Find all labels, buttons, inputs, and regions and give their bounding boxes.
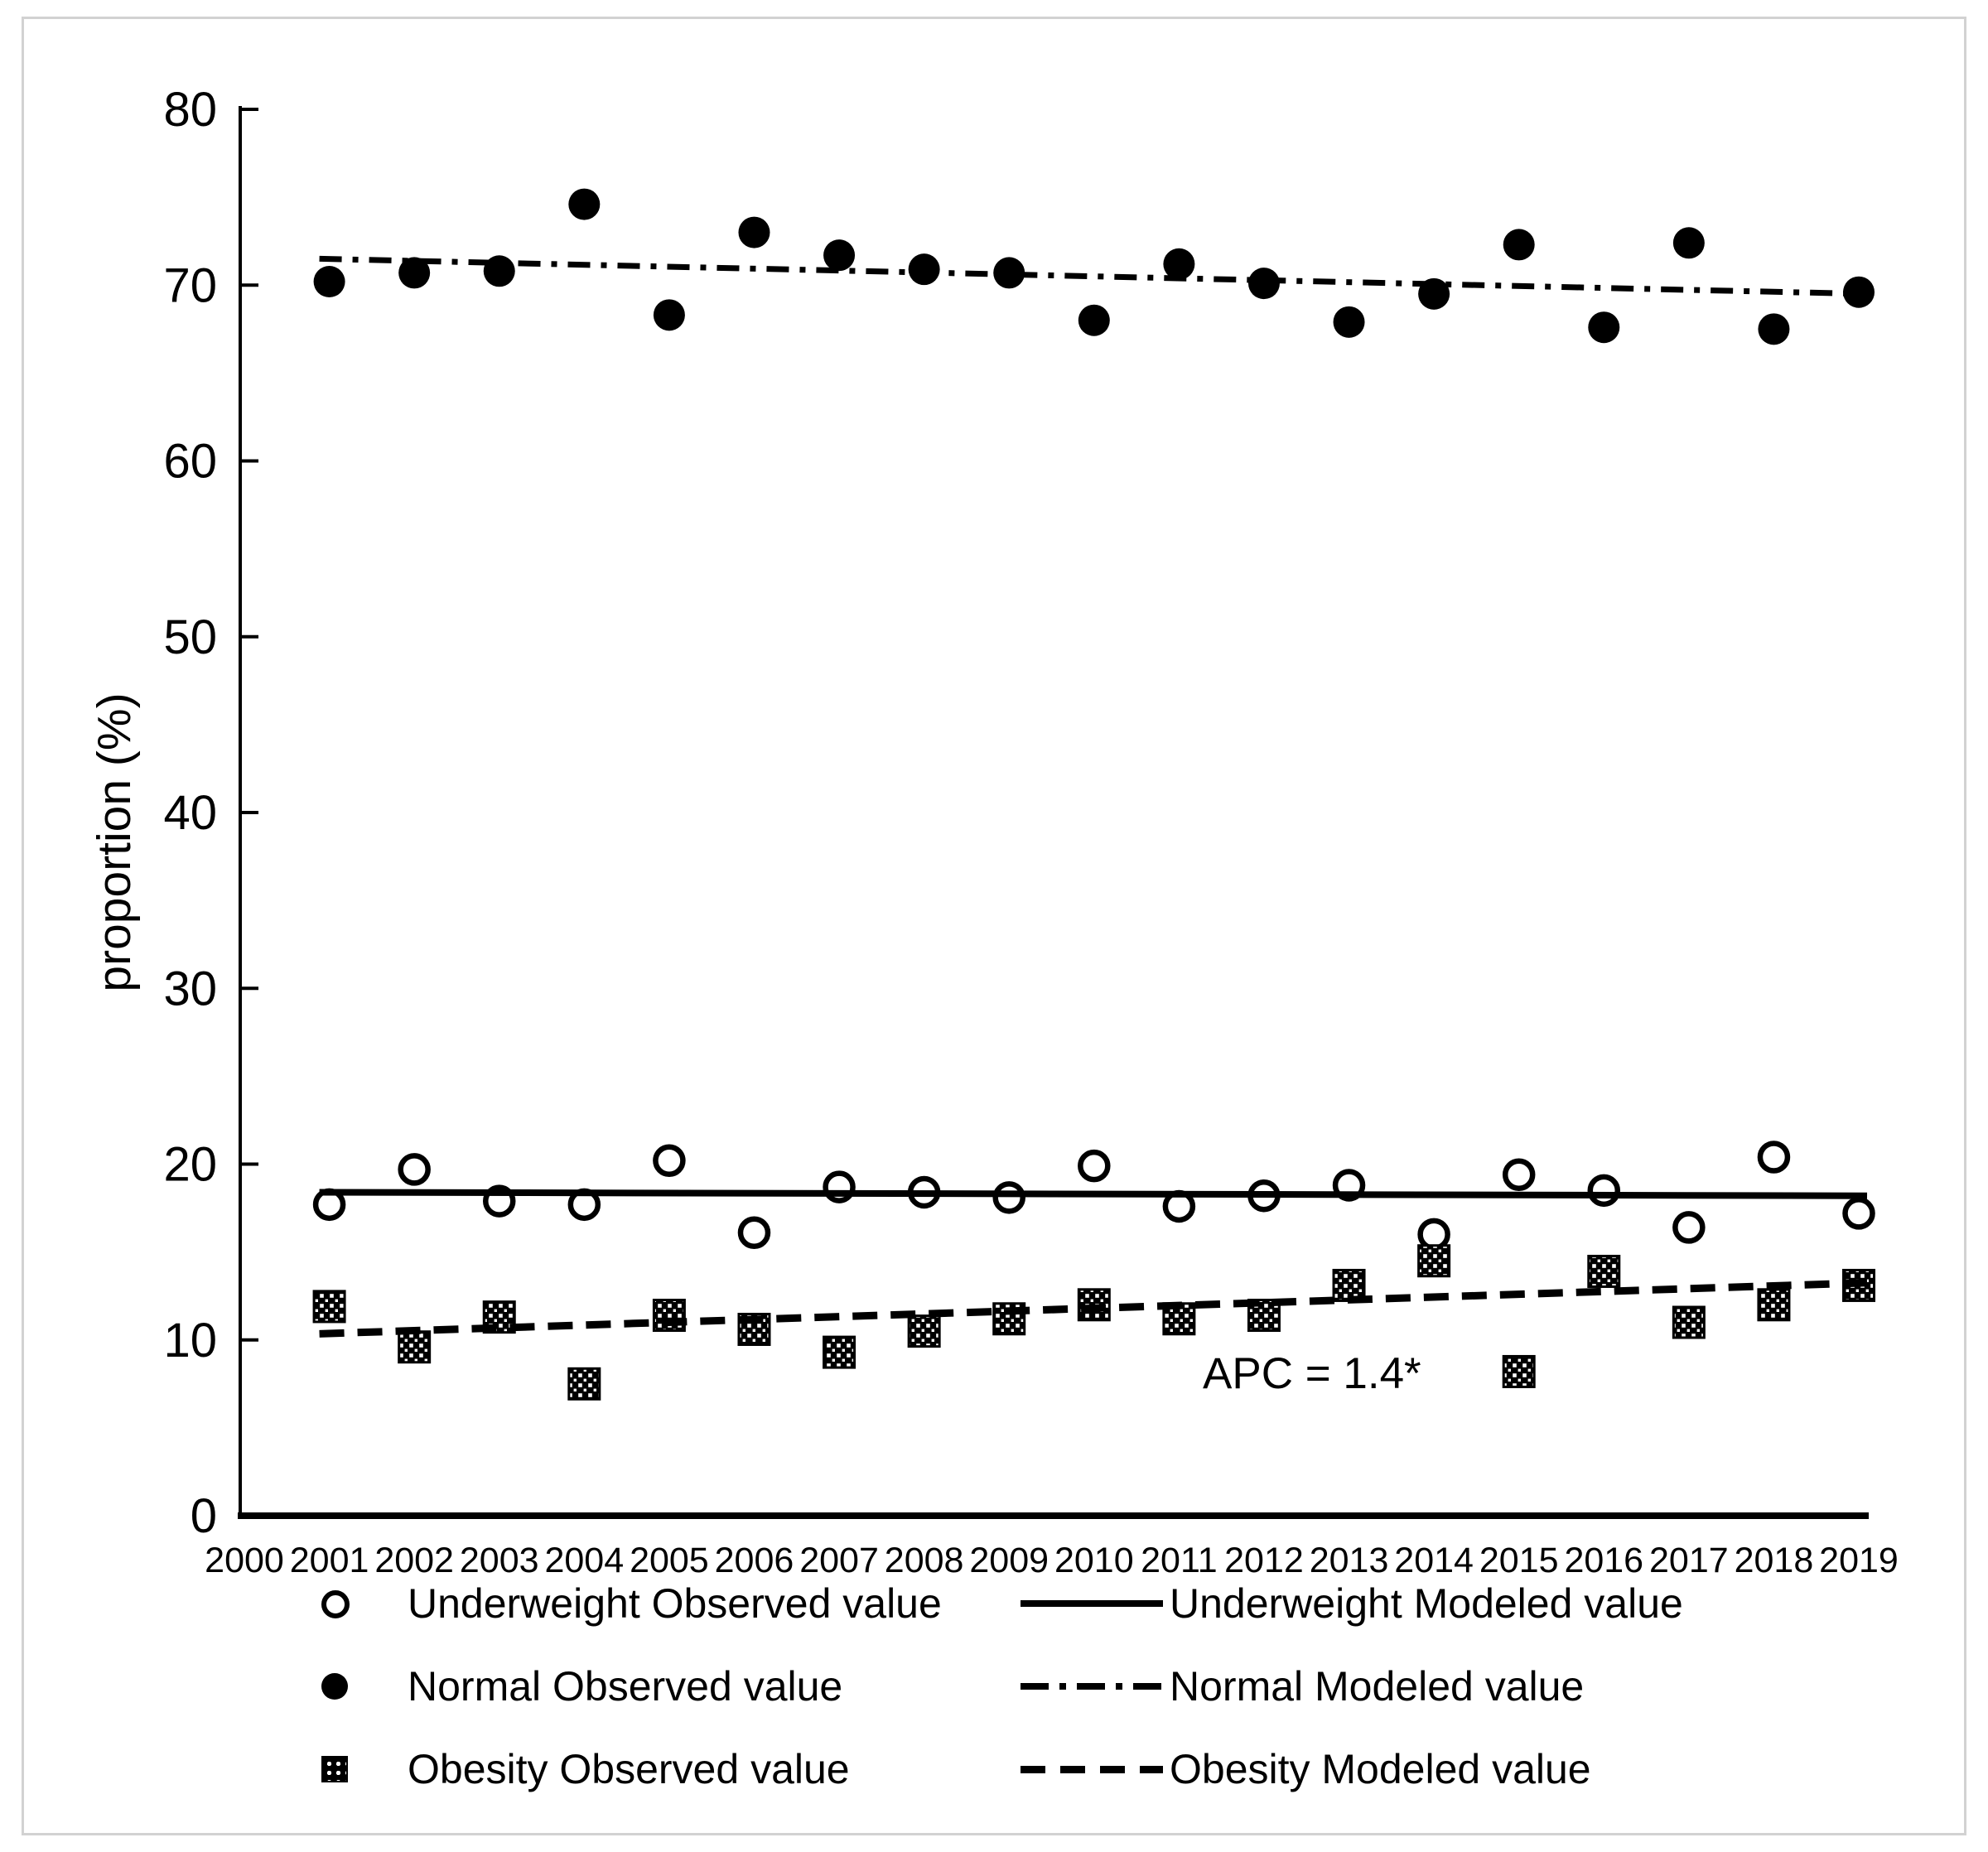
x-tick-label: 2005 xyxy=(630,1541,709,1580)
obesity-observed-value-point xyxy=(398,1330,432,1364)
x-tick-label: 2009 xyxy=(969,1541,1049,1580)
y-tick-label: 70 xyxy=(163,258,217,312)
normal-observed-value-point xyxy=(908,253,940,286)
y-tick-label: 40 xyxy=(163,786,217,840)
normal-observed-value-point xyxy=(1672,227,1705,259)
obesity-observed-value-point xyxy=(1417,1244,1451,1278)
x-tick-label: 2006 xyxy=(715,1541,794,1580)
x-tick-label: 2000 xyxy=(205,1541,284,1580)
x-tick-label: 2007 xyxy=(799,1541,879,1580)
underweight-observed-value-point xyxy=(1587,1174,1621,1208)
obesity-modeled-value-line xyxy=(319,1279,1868,1338)
obesity-observed-value-point xyxy=(823,1335,856,1369)
pattern-square-icon xyxy=(321,1756,348,1782)
normal-observed-value-point xyxy=(1247,268,1280,300)
dashed-line-icon xyxy=(1021,1766,1163,1773)
legend-label-normal-observed: Normal Observed value xyxy=(408,1663,843,1710)
y-axis-title: proportion (%) xyxy=(88,692,141,992)
y-tick-label: 10 xyxy=(163,1314,217,1367)
legend-row-normal: Normal Observed value Normal Modeled val… xyxy=(0,1660,1988,1713)
x-tick-label: 2014 xyxy=(1394,1541,1474,1580)
obesity-observed-value-point xyxy=(312,1290,346,1324)
y-tick-label: 20 xyxy=(163,1138,217,1192)
obesity-observed-value-point xyxy=(1332,1268,1366,1302)
x-tick-label: 2002 xyxy=(374,1541,454,1580)
obesity-observed-value-point xyxy=(652,1299,686,1333)
underweight-observed-value-point xyxy=(1417,1218,1450,1252)
normal-observed-value-point xyxy=(1588,311,1620,344)
x-tick-label: 2008 xyxy=(885,1541,964,1580)
y-tick-label: 60 xyxy=(163,435,217,489)
x-tick-label: 2010 xyxy=(1054,1541,1134,1580)
x-tick-label: 2015 xyxy=(1479,1541,1559,1580)
x-tick-label: 2003 xyxy=(460,1541,539,1580)
normal-observed-value-point xyxy=(823,239,856,272)
underweight-observed-value-point xyxy=(1078,1149,1111,1183)
normal-observed-value-point xyxy=(1163,248,1195,280)
x-tick-label: 2018 xyxy=(1735,1541,1814,1580)
underweight-observed-value-point xyxy=(653,1144,686,1178)
normal-observed-value-point xyxy=(1078,304,1110,336)
x-tick-label: 2001 xyxy=(290,1541,369,1580)
obesity-observed-value-point xyxy=(1502,1354,1536,1388)
normal-observed-value-point xyxy=(993,257,1025,289)
normal-observed-value-point xyxy=(653,299,685,331)
x-tick-label: 2004 xyxy=(544,1541,624,1580)
legend-label-underweight-modeled: Underweight Modeled value xyxy=(1170,1580,1683,1627)
underweight-observed-value-point xyxy=(398,1153,431,1186)
underweight-observed-value-point xyxy=(1672,1211,1706,1244)
normal-observed-value-point xyxy=(398,257,431,289)
apc-annotation: APC = 1.4* xyxy=(1203,1349,1421,1398)
underweight-observed-value-point xyxy=(992,1181,1025,1214)
dash-dot-line-icon xyxy=(1021,1683,1163,1690)
x-tick-label: 2012 xyxy=(1224,1541,1304,1580)
y-tick-label: 80 xyxy=(163,83,217,137)
underweight-observed-value-point xyxy=(737,1216,771,1250)
obesity-observed-value-point xyxy=(1757,1288,1791,1322)
x-tick-label: 2019 xyxy=(1819,1541,1899,1580)
normal-observed-value-point xyxy=(568,188,601,220)
x-tick-label: 2016 xyxy=(1564,1541,1643,1580)
obesity-observed-value-point xyxy=(1587,1254,1621,1288)
obesity-observed-value-point xyxy=(907,1314,941,1348)
underweight-observed-value-point xyxy=(1502,1158,1536,1191)
legend-row-underweight: Underweight Observed value Underweight M… xyxy=(0,1577,1988,1630)
x-tick-label: 2017 xyxy=(1649,1541,1729,1580)
normal-observed-value-point xyxy=(738,216,770,248)
underweight-observed-value-point xyxy=(1842,1197,1875,1230)
underweight-observed-value-point xyxy=(1757,1141,1791,1174)
y-tick-label: 30 xyxy=(163,962,217,1015)
solid-line-icon xyxy=(1021,1600,1163,1607)
y-tick-label: 0 xyxy=(191,1489,217,1543)
open-circle-icon xyxy=(321,1590,350,1618)
obesity-observed-value-point xyxy=(1672,1305,1706,1339)
normal-observed-value-point xyxy=(1333,306,1365,338)
normal-observed-value-point xyxy=(1758,313,1790,345)
x-tick-label: 2013 xyxy=(1310,1541,1389,1580)
legend-label-normal-modeled: Normal Modeled value xyxy=(1170,1663,1585,1710)
legend-label-obesity-observed: Obesity Observed value xyxy=(408,1746,850,1792)
figure-border xyxy=(22,17,1966,1835)
obesity-observed-value-point xyxy=(567,1367,601,1401)
underweight-modeled-value-line xyxy=(319,1189,1868,1199)
normal-observed-value-point xyxy=(1503,229,1535,261)
normal-modeled-value-line xyxy=(319,255,1868,297)
legend-label-underweight-observed: Underweight Observed value xyxy=(408,1580,942,1627)
filled-circle-icon xyxy=(321,1673,348,1700)
y-tick-label: 50 xyxy=(163,610,217,664)
normal-observed-value-point xyxy=(313,266,345,298)
x-tick-label: 2011 xyxy=(1141,1541,1217,1580)
legend-row-obesity: Obesity Observed value Obesity Modeled v… xyxy=(0,1743,1988,1796)
normal-observed-value-point xyxy=(1843,276,1875,308)
legend-label-obesity-modeled: Obesity Modeled value xyxy=(1170,1746,1591,1792)
